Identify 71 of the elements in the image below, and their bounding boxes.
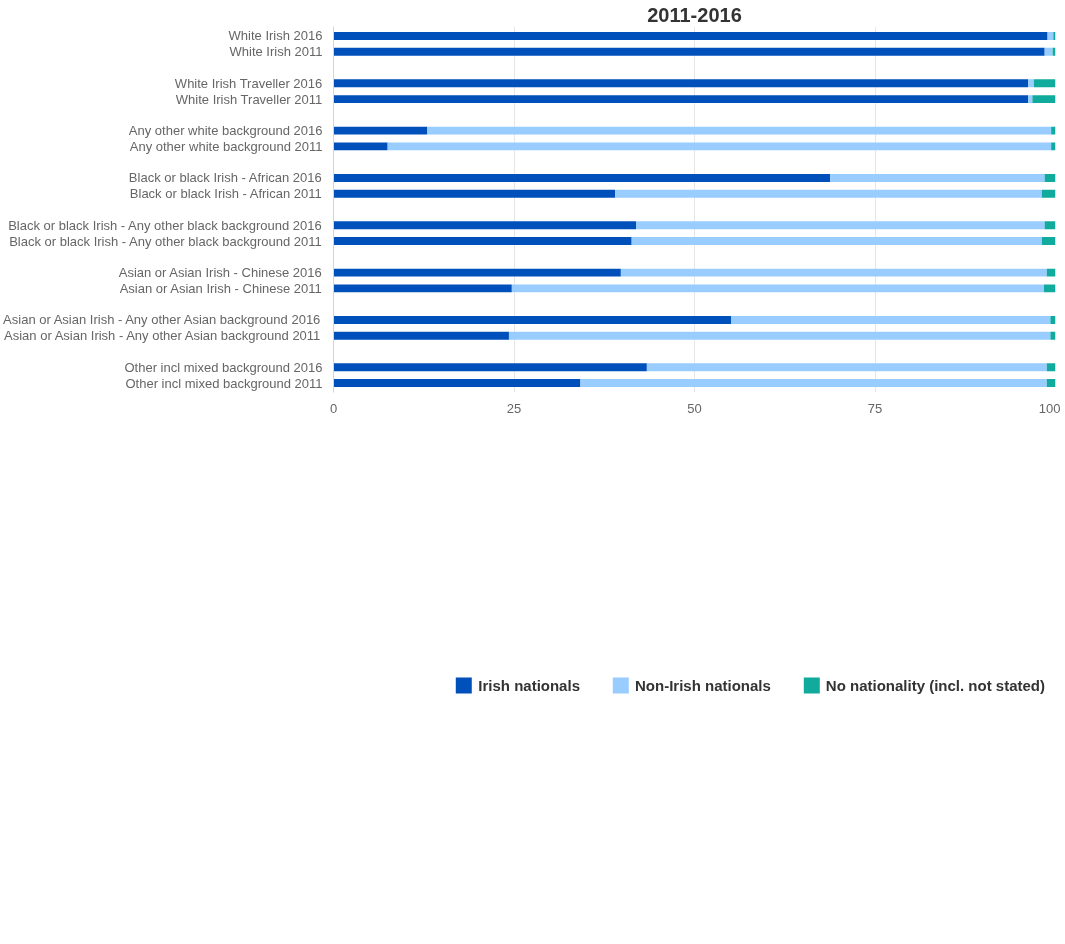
bar <box>333 268 621 277</box>
bar <box>333 363 647 372</box>
y-tick-label: Black or black Irish - African 2016 <box>128 170 322 186</box>
bar <box>1043 284 1056 293</box>
bar <box>333 174 831 182</box>
bar <box>731 315 1051 324</box>
y-tick-label: Black or black Irish - African 2011 <box>129 186 322 202</box>
y-tick-label: Any other white background 2011 <box>129 138 323 154</box>
x-tick-label: 50 <box>687 400 702 416</box>
bar <box>1044 174 1056 182</box>
x-tick-label: 75 <box>867 400 883 416</box>
bar <box>1053 32 1056 40</box>
bar <box>1033 79 1056 88</box>
bar <box>333 32 1048 40</box>
bar <box>333 379 581 387</box>
bar <box>636 221 1045 230</box>
y-tick-label: Asian or Asian Irish - Chinese 2011 <box>119 280 322 296</box>
bar <box>580 379 1047 387</box>
y-tick-label: White Irish 2016 <box>228 28 323 44</box>
bar <box>333 189 616 198</box>
y-tick-label: Other incl mixed background 2011 <box>125 375 323 391</box>
bar <box>333 95 1029 104</box>
y-tick-label: Asian or Asian Irish - Any other Asian background 2016 <box>3 312 321 328</box>
bar <box>1050 331 1056 340</box>
bar <box>1046 379 1056 387</box>
y-tick-label: White Irish Traveller 2016 <box>174 75 323 91</box>
bar <box>646 363 1047 372</box>
bar <box>427 126 1052 135</box>
bar <box>511 284 1044 293</box>
bar <box>1028 79 1034 88</box>
bar <box>1050 315 1056 324</box>
bar <box>1041 237 1056 245</box>
y-tick-label: Asian or Asian Irish - Any other Asian background 2011 <box>4 328 321 344</box>
x-tick-label: 100 <box>1038 400 1061 416</box>
bar <box>1046 268 1056 277</box>
bar <box>387 142 1052 151</box>
bar <box>1046 363 1056 372</box>
bar <box>1028 95 1033 104</box>
bar <box>1051 142 1056 151</box>
bar <box>333 221 637 230</box>
y-tick-label: Black or black Irish - Any other black background 2016 <box>8 217 322 233</box>
x-tick-label: 25 <box>506 400 522 416</box>
bar <box>333 237 632 245</box>
bar <box>333 315 732 324</box>
legend-label: No nationality (incl. not stated) <box>825 676 1045 694</box>
bar <box>1044 47 1053 56</box>
bar <box>631 237 1042 245</box>
bar <box>333 331 509 340</box>
bar <box>333 284 512 293</box>
y-tick-label: Other incl mixed background 2016 <box>124 359 323 375</box>
bar <box>333 79 1029 88</box>
bar <box>508 331 1051 340</box>
bar <box>1041 189 1056 198</box>
y-tick-label: White Irish 2011 <box>229 44 323 60</box>
legend-label: Irish nationals <box>478 676 580 694</box>
y-tick-label: White Irish Traveller 2011 <box>175 91 323 107</box>
y-tick-label: Any other white background 2016 <box>128 123 323 139</box>
bar <box>620 268 1047 277</box>
bar <box>615 189 1042 198</box>
bar <box>1051 126 1056 135</box>
bar <box>333 126 428 135</box>
bar <box>333 47 1045 56</box>
legend-label: Non-Irish nationals <box>634 676 771 694</box>
x-tick-label: 0 <box>329 400 338 416</box>
bar <box>333 142 388 151</box>
bar <box>830 174 1045 182</box>
bar <box>1044 221 1056 230</box>
bar <box>1032 95 1056 104</box>
chart-title: 2011-2016 <box>647 3 742 26</box>
y-tick-label: Black or black Irish - Any other black background 2011 <box>9 233 322 249</box>
y-tick-label: Asian or Asian Irish - Chinese 2016 <box>118 265 322 281</box>
